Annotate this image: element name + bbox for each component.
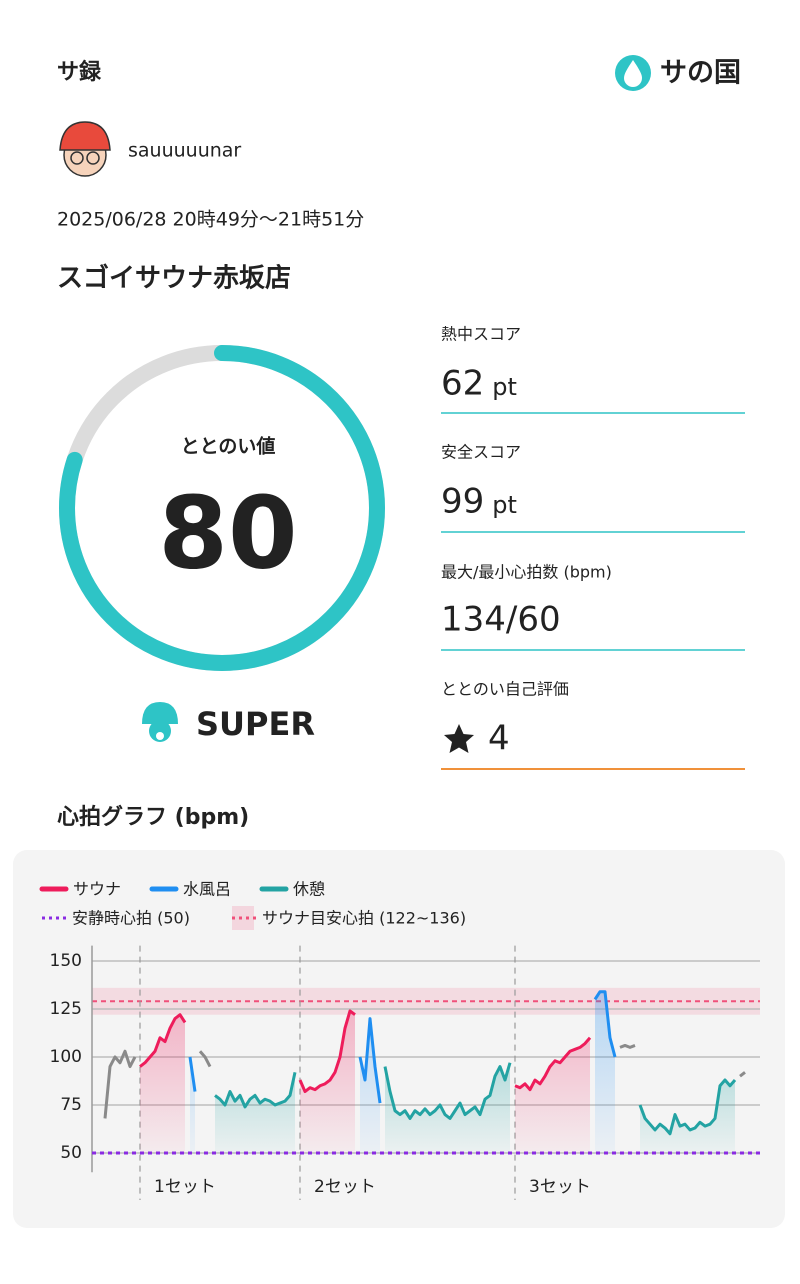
stat-unit: pt — [492, 373, 517, 401]
series-line — [188, 990, 617, 1104]
rank-icon-mouth — [156, 732, 164, 740]
legend-label: サウナ — [73, 880, 121, 899]
y-tick-label: 100 — [50, 1047, 82, 1067]
facility-name: スゴイサウナ赤坂店 — [57, 263, 291, 294]
chart-title: 心拍グラフ (bpm) — [57, 804, 249, 830]
avatar-glasses — [70, 151, 84, 165]
star-icon — [444, 724, 474, 753]
stat-value: 62 — [441, 364, 484, 404]
stat-label: 最大/最小心拍数 (bpm) — [441, 563, 612, 582]
set-label: 3セット — [529, 1177, 591, 1197]
app-title: サ録 — [57, 59, 102, 85]
series-line — [103, 1043, 746, 1119]
stat-value: 134/60 — [441, 600, 561, 640]
stat-label: ととのい自己評価 — [441, 680, 569, 699]
legend-label: 水風呂 — [183, 880, 231, 899]
logo-drop — [624, 60, 642, 87]
stat-value: 99 — [441, 482, 484, 522]
stat-label: 熱中スコア — [441, 325, 521, 344]
rank-icon-hat — [142, 702, 178, 724]
stat-value: 4 — [488, 719, 510, 759]
logo-text: サの国 — [660, 58, 741, 89]
stat-label: 安全スコア — [441, 443, 521, 462]
legend-label: サウナ目安心拍 (122~136) — [262, 909, 466, 928]
series-line — [214, 1062, 737, 1136]
legend-label: 休憩 — [293, 880, 325, 899]
legend-swatch — [232, 906, 254, 930]
rank-icon-face — [149, 720, 171, 742]
set-label: 1セット — [154, 1177, 216, 1197]
user-name: sauuuuunar — [128, 140, 241, 162]
y-tick-label: 50 — [60, 1143, 82, 1163]
y-tick-label: 150 — [50, 951, 82, 971]
y-tick-label: 75 — [60, 1095, 82, 1115]
y-tick-label: 125 — [50, 999, 82, 1019]
score-value: 80 — [158, 474, 297, 591]
avatar — [59, 121, 111, 177]
score-label: ととのい値 — [181, 436, 276, 458]
rank: SUPER — [196, 705, 315, 743]
logo: サの国 — [615, 55, 741, 91]
avatar-hat — [59, 121, 111, 151]
series-line — [139, 1009, 592, 1094]
chart-card — [13, 850, 785, 1228]
legend-label: 安静時心拍 (50) — [72, 909, 190, 928]
session-datetime: 2025/06/28 20時49分〜21時51分 — [57, 209, 364, 231]
gauge-arc — [59, 345, 385, 671]
rank-icon — [142, 702, 178, 742]
set-label: 2セット — [314, 1177, 376, 1197]
area-fill — [140, 1010, 590, 1153]
avatar-glasses — [86, 151, 100, 165]
stat-unit: pt — [492, 491, 517, 519]
